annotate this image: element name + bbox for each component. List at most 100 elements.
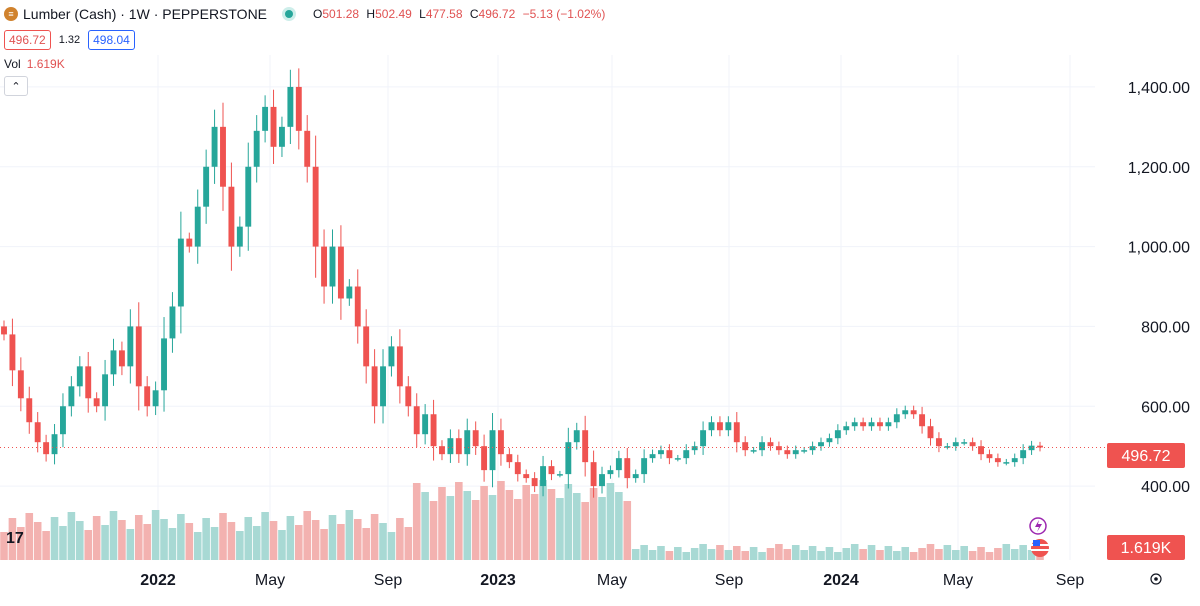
volume-bar [185,523,194,560]
volume-bar [682,552,691,560]
volume-bar [244,517,253,560]
candle-body [624,458,631,479]
candle-body [641,458,648,475]
candle-body [220,126,226,187]
settings-icon[interactable] [1150,573,1162,585]
volume-bar [370,514,379,560]
candle-body [93,398,100,407]
grid [0,55,1095,560]
candle-body [380,366,386,407]
volume-value: 1.619K [26,57,65,71]
price-axis[interactable]: 1,400.00 1,200.00 1,000.00 800.00 600.00 400.… [1128,80,1190,496]
ask-button[interactable]: 498.04 [88,30,135,50]
volume-bar [589,488,598,560]
candle-body [767,442,774,447]
volume-bar [598,497,606,560]
candle-body [708,422,715,431]
candle-body [927,426,934,439]
candle-body [422,414,429,435]
candle-body [801,450,808,452]
candle-body [346,286,353,299]
volume-bar [126,529,135,560]
volume-bar [674,547,682,560]
volume-label: Vol [4,57,21,71]
flash-icon[interactable] [1029,517,1047,535]
candle-body [860,422,867,427]
volume-bar [530,494,539,560]
volume-bar [404,527,413,560]
volume-bar [497,481,505,560]
volume-bar [539,480,547,560]
open-value: 501.28 [322,7,360,21]
volume-bar [850,544,859,560]
volume-bar [421,492,429,560]
volume-bar [648,550,657,560]
y-tick-label: 400.00 [1141,479,1190,496]
volume-bar [994,548,1002,560]
volume-bar [791,545,800,560]
candle-body [649,454,656,459]
candle-body [716,422,723,431]
volume-bar [926,544,935,560]
volume-bar [977,547,985,560]
candle-body [565,442,572,475]
candle-body [253,130,260,167]
volume-bar [168,528,177,560]
symbol-legend: ≡ Lumber (Cash) · 1W · PEPPERSTONE O501.… [4,6,609,22]
volume-bar [202,518,210,560]
volume-bar [0,532,8,560]
candle-body [337,246,344,299]
candle-body [177,238,184,307]
candle-body [329,246,336,287]
volume-bar [438,487,446,560]
volume-bar [471,500,480,560]
volume-bar [151,510,160,560]
candle-body [632,474,639,479]
time-axis[interactable]: 2022 May Sep 2023 May Sep 2024 May Sep [140,572,1084,589]
candle-body [110,350,117,375]
volume-bar [951,550,960,560]
candle-body [26,398,33,423]
candle-body [759,442,765,451]
x-tick-label: May [597,572,627,589]
volume-bar [387,532,396,560]
candle-body [658,450,664,455]
bid-button[interactable]: 496.72 [4,30,51,50]
volume-bar [488,495,497,560]
volume-bar [295,525,303,560]
candle-body [43,442,50,455]
volume-bar [834,552,842,560]
volume-bar [775,544,783,560]
volume-bar [522,485,531,560]
volume-bar [303,511,312,560]
candle-body [161,338,167,391]
candle-body [607,470,614,475]
candle-body [203,166,210,207]
volume-bar [193,532,202,560]
tradingview-logo[interactable]: 17 [6,530,24,547]
volume-bar [556,498,564,560]
us-flag-icon[interactable] [1031,539,1049,557]
volume-series [0,480,1044,560]
chevron-up-icon[interactable]: ⌃ [4,76,28,96]
candle-body [481,446,488,471]
candle-body [935,438,942,447]
candle-body [51,434,58,455]
candle-body [144,386,151,407]
candle-body [683,450,690,459]
candle-body [169,306,176,339]
volume-bar [109,511,118,560]
volume-bar [353,519,362,560]
volume-bar [429,501,438,560]
market-status-dot[interactable] [285,10,294,18]
volume-bar [50,517,59,560]
last-price-value: 496.72 [1122,448,1171,465]
symbol-title[interactable]: Lumber (Cash) · 1W · PEPPERSTONE [23,6,268,22]
volume-bar [227,522,236,560]
volume-bar [640,545,648,560]
candle-body [986,454,993,459]
last-price-badge-bg [1107,443,1185,468]
candle-body [68,386,75,407]
